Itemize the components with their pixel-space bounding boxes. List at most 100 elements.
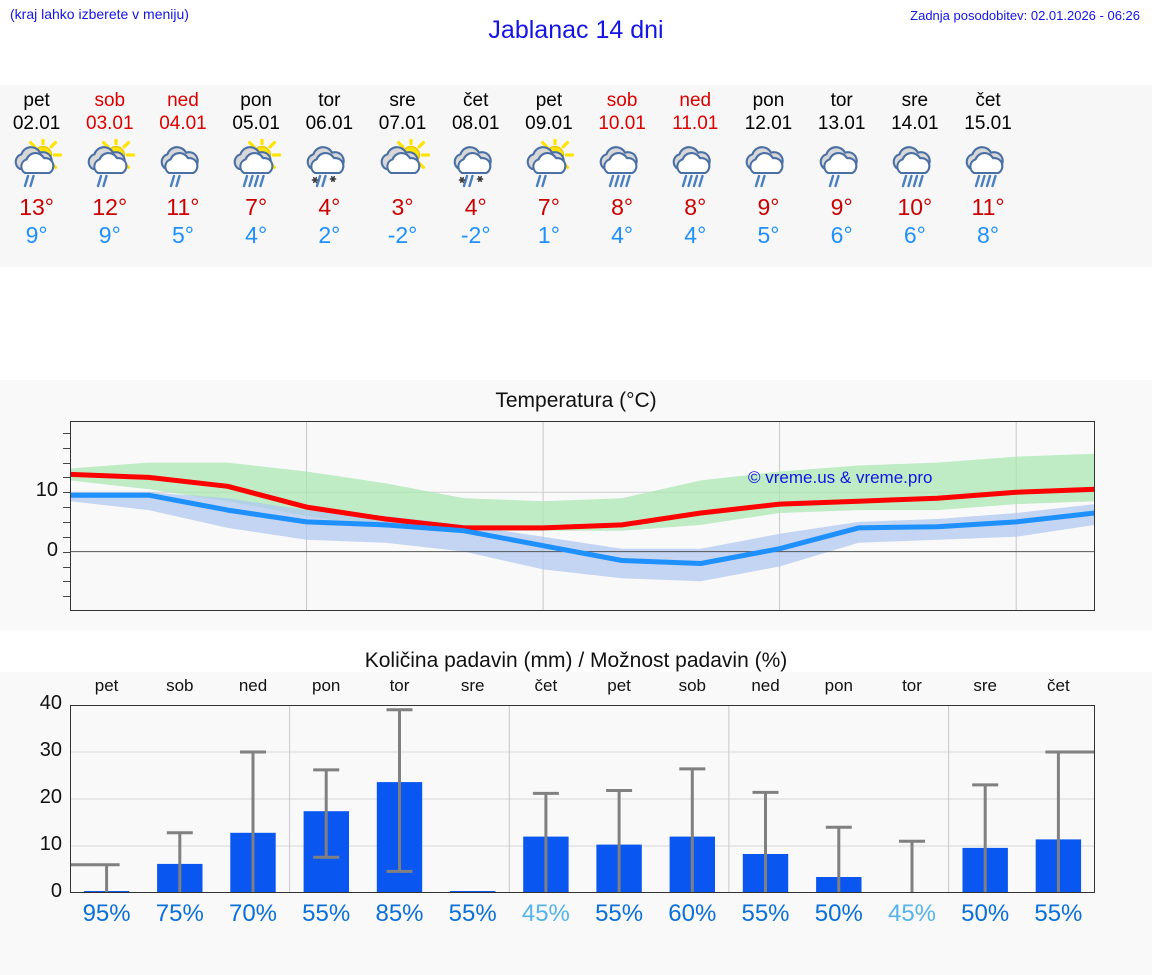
temperature-ytick-label: 0 [46, 538, 58, 561]
day-column-8[interactable]: pet 09.01 7° 1° [512, 85, 585, 267]
precipitation-probability-label: 55% [595, 900, 644, 927]
day-temp-max: 13° [19, 194, 54, 220]
day-name: ned [167, 90, 199, 111]
temperature-axis-tick [63, 596, 70, 598]
watermark-text: © vreme.us & vreme.pro [748, 468, 933, 487]
day-column-13[interactable]: sre 14.01 10° 6° [878, 85, 951, 267]
day-column-4[interactable]: pon 05.01 7° 4° [220, 85, 293, 267]
page-title: Jablanac 14 dni [488, 16, 664, 44]
day-temp-min: 4° [611, 222, 634, 248]
precipitation-day-label: pon [824, 676, 853, 695]
day-column-5[interactable]: tor 06.01 4° 2° [293, 85, 366, 267]
precipitation-day-label: čet [1047, 676, 1070, 695]
precipitation-ytick-label: 30 [39, 739, 62, 761]
temperature-chart-plot [70, 421, 1095, 611]
precipitation-day-label: pet [94, 676, 119, 695]
day-temp-max: 7° [245, 194, 268, 220]
menu-hint-text: (kraj lahko izberete v meniju) [10, 6, 189, 22]
day-temp-min: 2° [318, 222, 341, 248]
temperature-axis-tick [63, 551, 70, 553]
day-temp-min: 9° [98, 222, 121, 248]
day-name: tor [318, 90, 341, 111]
day-temp-min: 4° [245, 222, 268, 248]
day-temp-max: 8° [611, 194, 634, 220]
sun-cloud-rain-heavy-icon [220, 137, 293, 193]
day-temp-min: 4° [684, 222, 707, 248]
day-name: pon [752, 90, 785, 111]
precipitation-probability-label: 75% [155, 900, 204, 927]
day-name: ned [679, 90, 712, 111]
sun-cloud-rain-icon [73, 137, 146, 193]
day-temp-max: 4° [464, 194, 487, 220]
temperature-axis-tick [63, 477, 70, 479]
precipitation-probability-label: 55% [741, 900, 790, 927]
precipitation-day-label: čet [534, 676, 558, 695]
day-temp-min: 5° [171, 222, 194, 248]
day-temp-min: -2° [387, 222, 418, 248]
day-name: sre [901, 90, 929, 111]
day-name: sob [94, 90, 126, 111]
day-temp-min: -2° [460, 222, 491, 248]
day-column-3[interactable]: ned 04.01 11° 5° [146, 85, 219, 267]
day-column-1[interactable]: pet 02.01 13° 9° [0, 85, 73, 267]
day-date: 13.01 [817, 113, 866, 134]
precipitation-ytick-label: 40 [39, 692, 62, 714]
day-name: čet [463, 90, 489, 111]
temperature-axis-tick [63, 581, 70, 583]
precipitation-ytick-label: 10 [39, 833, 62, 855]
day-temp-max: 9° [830, 194, 853, 220]
day-temp-max: 9° [757, 194, 780, 220]
cloud-rain-heavy-icon [586, 137, 659, 193]
day-date: 10.01 [598, 113, 646, 134]
day-name: pet [535, 90, 563, 111]
day-name: tor [830, 90, 853, 111]
day-column-12[interactable]: tor 13.01 9° 6° [805, 85, 878, 267]
day-date: 09.01 [525, 113, 573, 134]
day-column-10[interactable]: ned 11.01 8° 4° [659, 85, 732, 267]
temperature-axis-tick [63, 462, 70, 464]
precipitation-chart-plot [70, 705, 1095, 893]
day-name: sre [389, 90, 416, 111]
cloud-rain-icon [805, 137, 878, 193]
daily-forecast-strip: pet 02.01 13° 9° sob 03.01 12° 9° ned 04.01 11° 5° p… [0, 85, 1152, 267]
day-date: 11.01 [672, 113, 719, 134]
day-date: 02.01 [12, 113, 61, 134]
temperature-axis-tick [63, 432, 70, 434]
cloud-sleet-icon [439, 137, 512, 193]
precipitation-day-label: sob [678, 676, 706, 695]
precipitation-day-label: ned [751, 676, 780, 695]
last-updated-text: Zadnja posodobitev: 02.01.2026 - 06:26 [910, 8, 1140, 23]
day-column-14[interactable]: čet 15.01 11° 8° [951, 85, 1024, 267]
sun-cloud-rain-icon [0, 137, 73, 193]
precipitation-day-label: sre [460, 676, 485, 695]
precipitation-day-label: tor [389, 676, 410, 695]
precipitation-probability-label: 50% [814, 900, 863, 927]
temperature-axis-tick [63, 492, 70, 494]
day-date: 03.01 [86, 113, 134, 134]
day-temp-max: 11° [166, 194, 200, 220]
day-temp-max: 4° [318, 194, 341, 220]
day-name: sob [606, 90, 638, 111]
precipitation-ytick-label: 20 [39, 786, 62, 808]
temperature-axis-tick [63, 521, 70, 523]
day-column-9[interactable]: sob 10.01 8° 4° [586, 85, 659, 267]
precipitation-day-label: pet [607, 676, 631, 695]
day-column-6[interactable]: sre 07.01 3° -2° [366, 85, 439, 267]
precipitation-day-label: ned [238, 676, 268, 695]
day-temp-max: 7° [537, 194, 560, 220]
day-column-2[interactable]: sob 03.01 12° 9° [73, 85, 146, 267]
precipitation-day-label: sob [166, 676, 194, 695]
day-column-11[interactable]: pon 12.01 9° 5° [732, 85, 805, 267]
day-column-7[interactable]: čet 08.01 4° -2° [439, 85, 512, 267]
precipitation-probability-label: 55% [448, 900, 497, 927]
day-date: 08.01 [451, 113, 500, 134]
precipitation-probability-label: 50% [961, 900, 1010, 927]
sun-cloud-icon [366, 137, 439, 193]
day-temp-min: 5° [757, 222, 780, 248]
day-date: 12.01 [744, 113, 793, 134]
precipitation-day-label: sre [973, 676, 997, 695]
day-temp-min: 6° [903, 222, 926, 248]
temperature-axis-tick [63, 566, 70, 568]
day-date: 15.01 [964, 113, 1012, 134]
